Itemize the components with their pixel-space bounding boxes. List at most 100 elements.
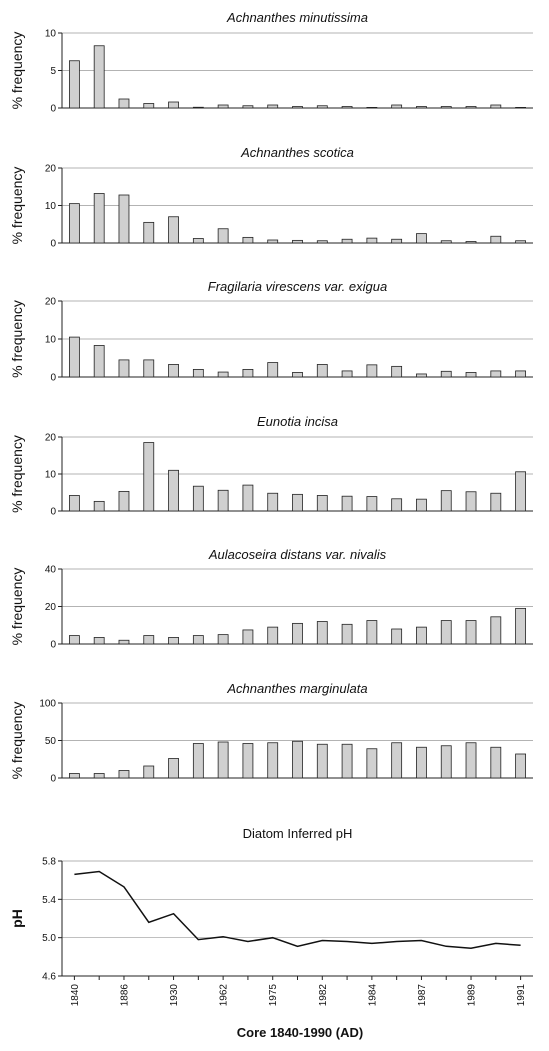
y-tick-label: 4.6 [42,972,56,983]
bar [515,753,527,779]
ph-series-line [74,870,521,949]
x-tick-label: 1975 [268,984,279,1007]
y-tick-label: 0 [50,774,56,785]
y-tick-label: 5.0 [42,933,56,944]
bar [68,60,80,109]
bar [316,743,328,779]
bar [316,105,328,109]
bar [192,106,204,109]
bar [440,490,452,512]
bar [217,741,229,779]
bar [143,765,155,779]
bar [490,492,502,512]
bar [391,742,403,779]
bar [366,620,378,645]
bar [341,495,353,512]
bar [168,101,179,109]
bar [292,740,303,779]
x-tick-label: 1962 [219,984,230,1007]
y-tick-label: 20 [45,164,57,175]
y-tick-label: 5 [50,66,56,77]
bar [93,345,105,378]
bar [490,104,502,109]
y-tick-label: 5.8 [42,857,56,868]
bar [465,106,477,109]
bar [416,746,427,779]
chart-title: Achnanthes minutissima [226,10,368,25]
bar [68,495,80,512]
bar [192,635,204,645]
y-tick-label: 20 [45,602,57,613]
bar [416,233,427,244]
y-tick-label: 0 [50,507,56,518]
bar [93,637,105,645]
bar [143,635,155,645]
bar [391,365,403,378]
bar [490,746,502,779]
bar [292,493,303,512]
bar [192,485,204,512]
bar [68,203,80,244]
bar [143,442,155,512]
x-tick-label: 1984 [367,984,378,1007]
bar [316,621,328,645]
bar [391,104,403,109]
x-tick-label: 1989 [467,984,478,1007]
bar [490,616,502,645]
y-axis-label: % frequency [9,32,25,110]
chart-panel-5: Aulacoseira distans var. nivalis % freque… [9,547,533,651]
chart-panel-2: Achnanthes scotica % frequency 0 10 20 [9,145,533,250]
y-tick-label: 5.4 [42,895,56,906]
chart-title: Fragilaria virescens var. exigua [208,279,387,294]
bar [515,607,527,645]
bar [515,107,527,109]
y-tick-label: 0 [50,373,56,384]
bar [465,241,477,244]
bar [292,622,303,645]
chart-panel-1: Achnanthes minutissima % frequency 0 5 10 [9,10,533,115]
bar [366,496,378,512]
bar [267,492,279,512]
bar [440,620,452,645]
x-axis-label: Core 1840-1990 (AD) [237,1025,363,1040]
y-axis-label: % frequency [9,435,25,513]
chart-panel-6: Achnanthes marginulata % frequency 0 50 100 [9,681,533,785]
y-tick-label: 50 [45,736,57,747]
bar [192,238,204,244]
bar [490,370,502,378]
bar [440,745,452,779]
bar [217,489,229,512]
bar [341,238,353,244]
bar [440,240,452,244]
bar [217,104,229,109]
bar [118,639,130,645]
bar [267,626,279,645]
chart-title: Achnanthes marginulata [226,681,367,696]
bar [192,743,204,779]
bar [341,106,353,109]
bar [242,105,254,109]
bar [465,742,477,779]
y-axis-label: % frequency [9,702,25,780]
bar [118,194,130,244]
bar [68,336,80,378]
bar [242,743,254,779]
y-axis-label: % frequency [9,300,25,378]
x-tick-label: 1930 [169,984,180,1007]
bar [391,628,403,645]
chart-title: Achnanthes scotica [240,145,354,160]
chart-panel-3: Fragilaria virescens var. exigua % freque… [9,279,533,384]
y-axis-label: pH [9,909,25,928]
bar [416,498,427,512]
bar [440,106,452,109]
chart-title: Aulacoseira distans var. nivalis [208,547,387,562]
bar [267,104,279,109]
y-tick-label: 20 [45,433,57,444]
bar [143,221,155,244]
bar [515,471,527,512]
chart-title: Eunotia incisa [257,414,338,429]
bar [217,228,229,244]
y-axis-label: % frequency [9,167,25,245]
bar [168,758,179,779]
bar [93,45,105,109]
